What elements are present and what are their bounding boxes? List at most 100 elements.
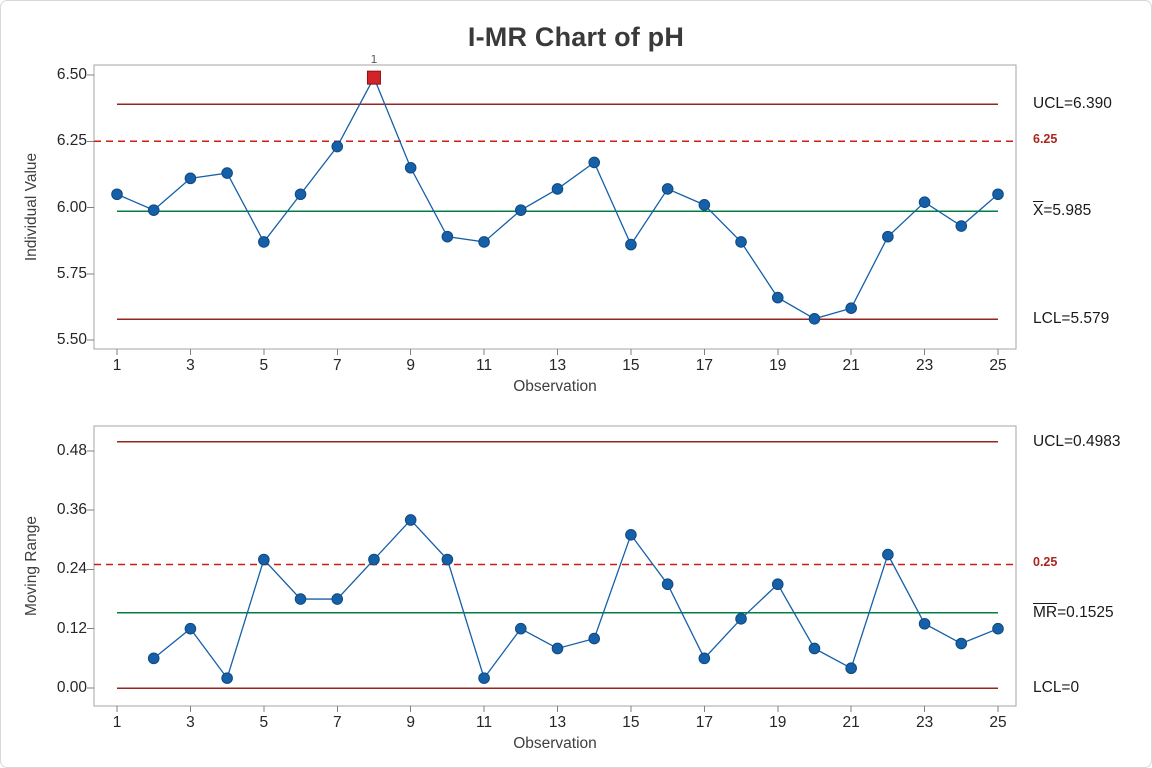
y-tick-label: 0.48 <box>56 441 87 459</box>
data-point-obs-22 <box>882 548 894 561</box>
x-tick-label: 9 <box>406 357 415 374</box>
center-label-barred: X <box>1033 202 1044 220</box>
x-tick-label: 25 <box>989 714 1007 731</box>
x-tick-label: 21 <box>842 357 860 374</box>
data-point-obs-21 <box>845 662 857 675</box>
x-tick-label: 7 <box>332 714 342 731</box>
data-point-obs-16 <box>661 578 674 591</box>
data-point-obs-5 <box>258 236 270 248</box>
center-label-value: =5.985 <box>1043 202 1092 220</box>
x-axis-title: Observation <box>513 735 597 752</box>
data-point-obs-11 <box>478 236 490 248</box>
x-tick-label: 13 <box>548 714 567 731</box>
data-point-obs-7 <box>331 140 344 153</box>
x-tick-label: 3 <box>186 714 195 731</box>
lcl-label: LCL=5.579 <box>1033 310 1110 328</box>
out-of-control-label: 1 <box>371 55 378 66</box>
y-tick-label: 6.50 <box>56 66 87 83</box>
x-tick-label: 21 <box>842 714 860 731</box>
data-point-obs-8 <box>368 553 380 566</box>
data-point-obs-4 <box>221 167 233 179</box>
individuals-plot-border <box>93 64 1017 350</box>
y-tick-label: 0.36 <box>56 501 87 519</box>
lcl-label: LCL=0 <box>1033 679 1080 696</box>
center-line-label: X=5.985 <box>1033 202 1091 220</box>
chart-title: I-MR Chart of pH <box>467 22 685 52</box>
x-tick-label: 11 <box>476 714 493 731</box>
y-axis-title: Moving Range <box>23 516 40 616</box>
data-point-obs-23 <box>918 617 931 630</box>
center-label-value: =0.1525 <box>1057 603 1114 621</box>
data-point-obs-11 <box>478 672 490 684</box>
data-point-obs-3 <box>184 172 197 185</box>
data-point-obs-24 <box>955 637 968 650</box>
data-point-obs-3 <box>184 622 197 635</box>
data-point-obs-20 <box>808 313 821 325</box>
data-point-obs-17 <box>698 199 711 211</box>
x-tick-label: 13 <box>548 357 567 374</box>
data-point-obs-19 <box>771 578 784 591</box>
data-point-obs-12 <box>514 622 527 635</box>
data-point-obs-18 <box>735 236 747 248</box>
y-tick-label: 5.75 <box>56 264 87 282</box>
reference-label: 6.25 <box>1033 132 1058 147</box>
y-tick-label: 6.25 <box>56 132 87 150</box>
data-point-obs-6 <box>294 188 307 201</box>
data-point-obs-12 <box>514 204 527 216</box>
x-tick-label: 17 <box>695 714 713 731</box>
data-point-obs-15 <box>625 529 637 541</box>
x-tick-label: 1 <box>112 714 122 731</box>
data-point-obs-20 <box>808 642 821 655</box>
x-tick-label: 15 <box>622 714 640 731</box>
data-point-obs-1 <box>111 188 123 201</box>
data-point-obs-15 <box>625 238 637 251</box>
x-axis-title: Observation <box>513 378 597 395</box>
y-tick-label: 0.00 <box>56 679 87 696</box>
individuals-series-line <box>116 76 999 320</box>
data-point-obs-4 <box>221 672 233 684</box>
data-point-obs-6 <box>294 593 307 605</box>
x-tick-label: 11 <box>476 357 493 374</box>
y-tick-label: 0.12 <box>56 619 87 637</box>
data-point-obs-24 <box>955 220 968 232</box>
data-point-obs-14 <box>588 156 601 169</box>
x-tick-label: 19 <box>769 714 787 731</box>
data-point-obs-25 <box>992 622 1004 635</box>
individuals-plot: 1 <box>87 55 1017 355</box>
reference-label: 0.25 <box>1033 555 1058 570</box>
x-tick-label: 17 <box>695 357 713 374</box>
data-point-obs-25 <box>992 188 1004 201</box>
y-tick-label: 5.50 <box>56 331 87 348</box>
moving-range-plot <box>87 425 1017 712</box>
ucl-label: UCL=0.4983 <box>1033 432 1121 450</box>
data-point-obs-13 <box>551 642 564 655</box>
x-tick-label: 19 <box>769 357 787 374</box>
y-tick-label: 6.00 <box>56 198 87 216</box>
data-point-obs-14 <box>588 632 601 645</box>
data-point-obs-9 <box>404 514 417 526</box>
x-tick-label: 7 <box>332 357 342 374</box>
data-point-obs-5 <box>258 553 270 566</box>
data-point-obs-10 <box>441 553 454 566</box>
y-axis-title: Individual Value <box>23 152 40 262</box>
data-point-obs-2 <box>147 652 160 665</box>
data-point-obs-10 <box>441 230 454 243</box>
moving-range-series-line <box>153 519 999 680</box>
y-tick-label: 0.24 <box>56 560 87 578</box>
x-tick-label: 15 <box>622 357 640 374</box>
data-point-obs-18 <box>735 613 747 625</box>
center-line-label: MR=0.1525 <box>1033 604 1114 622</box>
ucl-label: UCL=6.390 <box>1033 95 1112 113</box>
data-point-obs-9 <box>404 161 417 174</box>
x-tick-label: 23 <box>915 357 934 374</box>
x-tick-label: 5 <box>259 714 269 731</box>
data-point-obs-2 <box>147 204 160 216</box>
x-tick-label: 5 <box>259 357 269 374</box>
moving-range-plot-border <box>93 425 1017 707</box>
x-tick-label: 3 <box>186 357 195 374</box>
x-tick-label: 25 <box>989 357 1007 374</box>
data-point-obs-23 <box>918 196 931 208</box>
data-point-obs-13 <box>551 183 564 195</box>
x-tick-label: 1 <box>112 357 122 374</box>
